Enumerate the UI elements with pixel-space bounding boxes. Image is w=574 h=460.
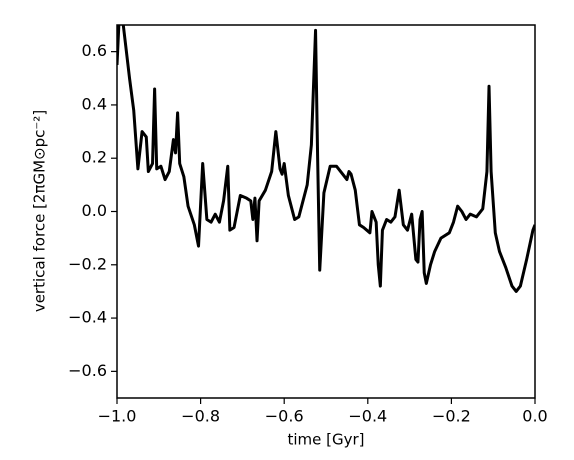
y-tick-label: 0.0 [82, 201, 107, 220]
y-axis-label: vertical force [2πGM⊙pc⁻²] [31, 110, 49, 312]
y-tick-label: −0.2 [68, 254, 107, 273]
y-tick-label: 0.2 [82, 148, 107, 167]
x-tick-label: −0.4 [348, 407, 387, 426]
x-tick-label: −0.6 [265, 407, 304, 426]
x-tick-label: −1.0 [98, 407, 137, 426]
plot-frame [116, 24, 536, 399]
y-tick-label: 0.6 [82, 41, 107, 60]
x-tick-label: −0.8 [181, 407, 220, 426]
y-tick-label: 0.4 [82, 94, 107, 113]
x-tick-label: −0.2 [432, 407, 471, 426]
y-tick-label: −0.6 [68, 361, 107, 380]
x-tick-label: 0.0 [522, 407, 547, 426]
x-axis-label: time [Gyr] [287, 431, 364, 449]
line [117, 25, 535, 293]
y-tick-label: −0.4 [68, 308, 107, 327]
